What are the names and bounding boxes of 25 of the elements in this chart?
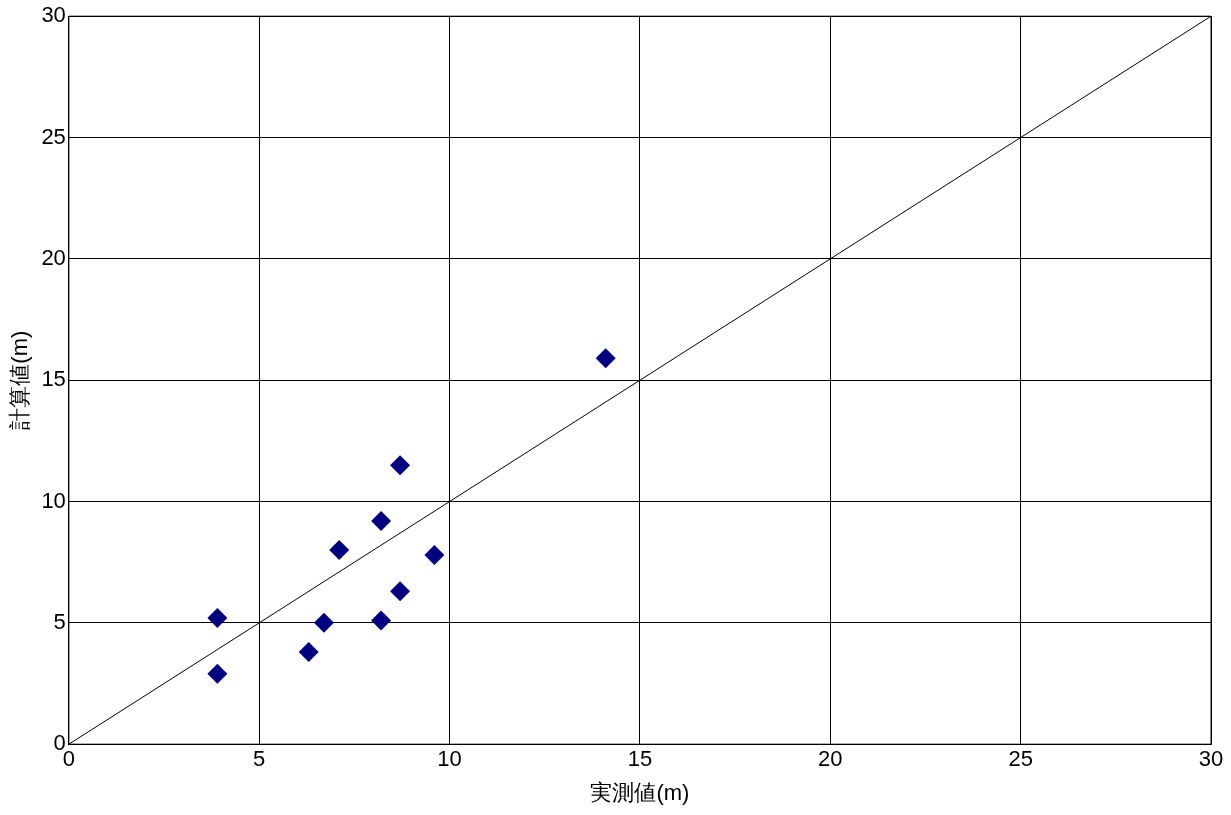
point [371, 510, 392, 531]
y-tick-label: 15 [41, 366, 66, 392]
x-tick-label: 30 [1198, 746, 1224, 772]
y-tick-label: 5 [53, 608, 66, 634]
y-axis-title: 計算値(m) [7, 330, 33, 430]
point [207, 608, 228, 629]
y-tick-label: 30 [41, 2, 66, 28]
point [329, 540, 350, 561]
point [390, 581, 411, 602]
y-tick-label: 25 [41, 123, 66, 149]
point [313, 612, 334, 633]
point [207, 663, 228, 684]
point [298, 641, 319, 662]
point [595, 348, 616, 369]
x-axis-title: 実測値(m) [590, 779, 690, 805]
x-tick-label: 15 [627, 746, 653, 772]
point [390, 455, 411, 476]
x-tick-label: 20 [818, 746, 843, 772]
point [424, 544, 445, 565]
point [371, 610, 392, 631]
x-tick-label: 10 [437, 746, 462, 772]
y-tick-label: 10 [41, 487, 66, 513]
x-tick-label: 5 [253, 746, 266, 772]
y-tick-label: 20 [41, 244, 66, 270]
x-tick-label: 25 [1008, 746, 1033, 772]
